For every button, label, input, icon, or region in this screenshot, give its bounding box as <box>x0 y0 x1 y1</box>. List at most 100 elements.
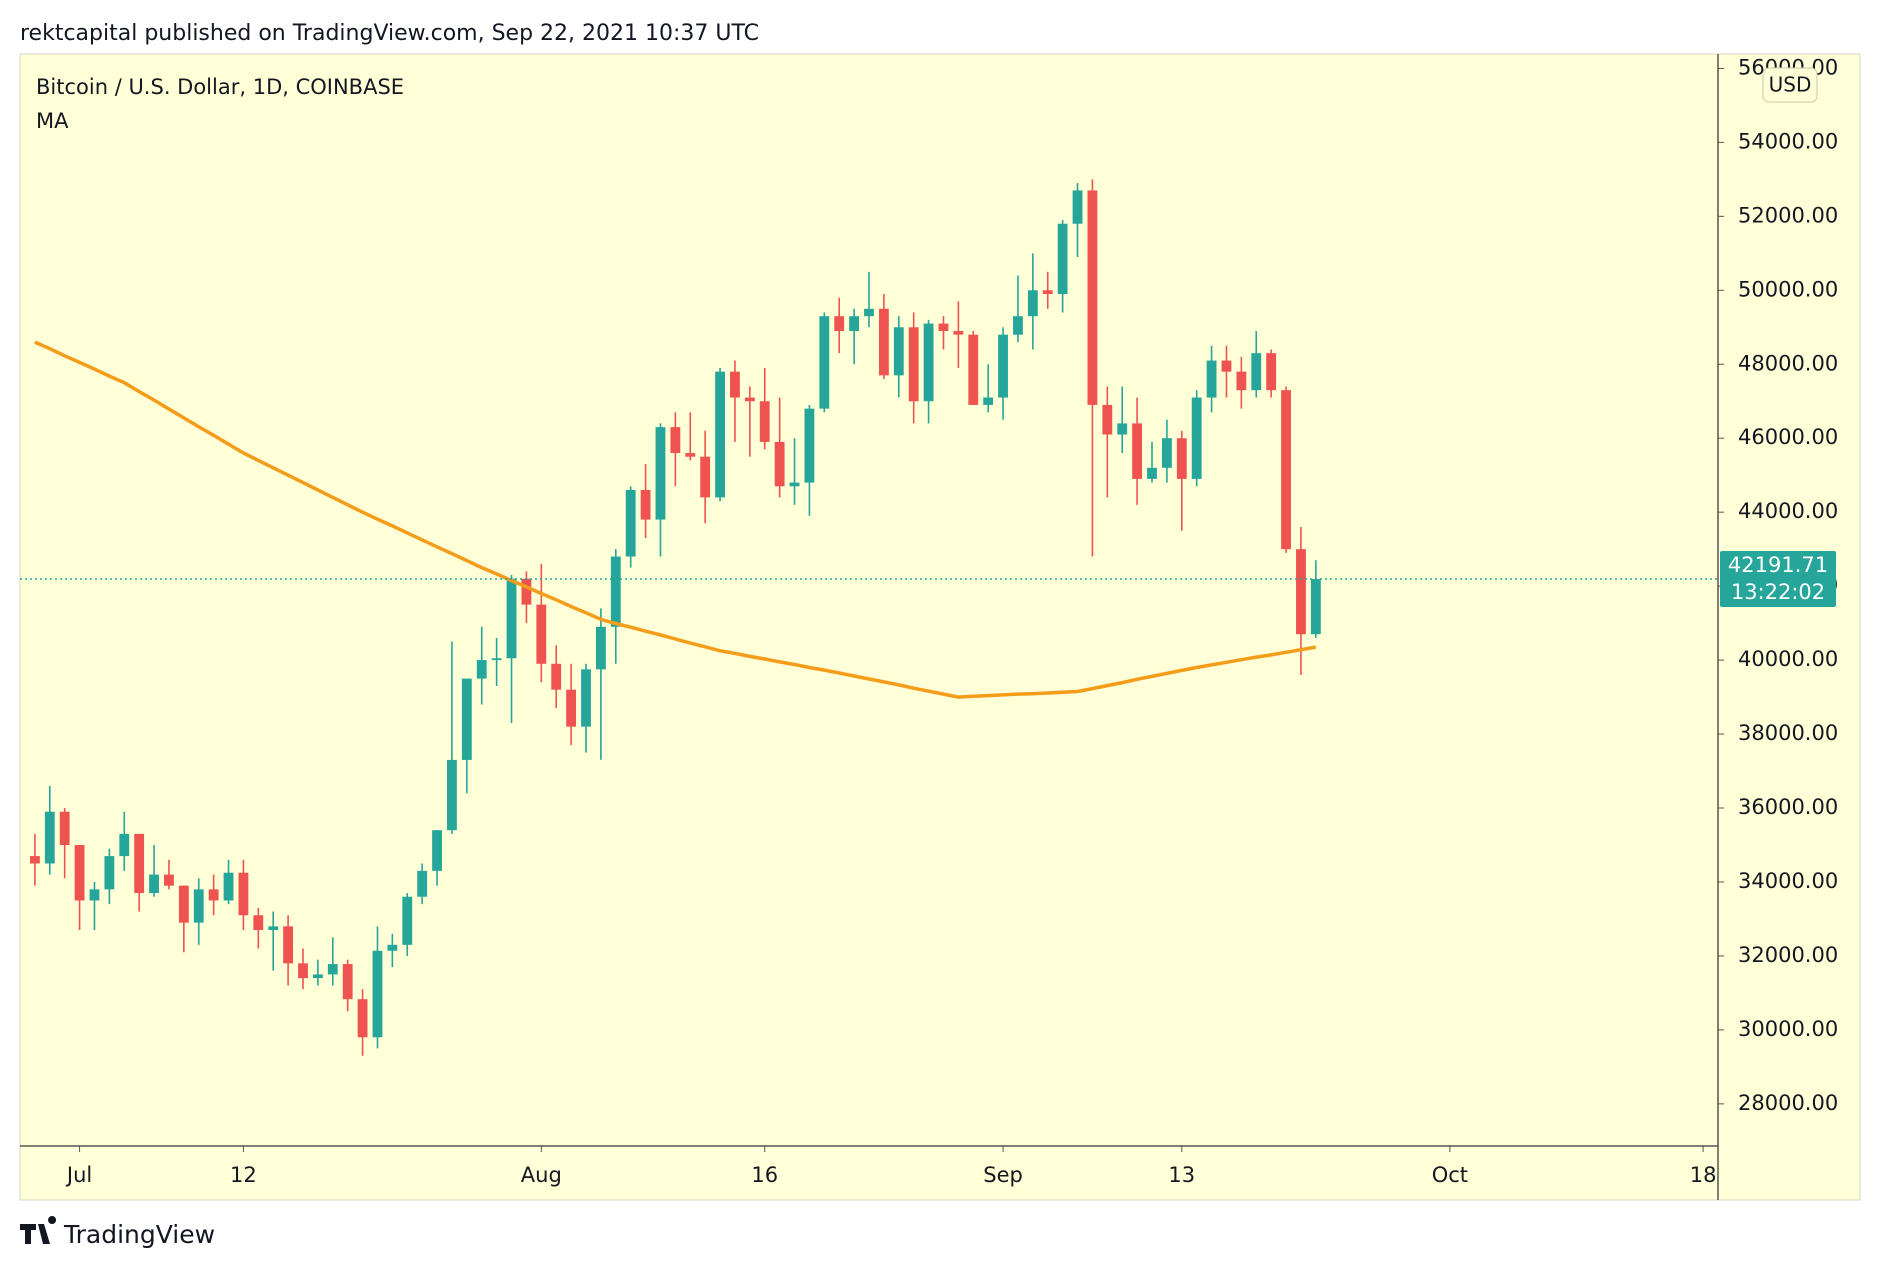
candle-body <box>893 327 904 376</box>
candle-body <box>268 926 279 931</box>
candle-body <box>670 427 681 454</box>
candle-body <box>923 323 934 402</box>
candle-body <box>89 889 100 901</box>
candle-body <box>819 316 830 409</box>
candle-body <box>1087 190 1098 405</box>
candle-body <box>908 327 919 402</box>
candle-body <box>29 856 40 864</box>
candle-body <box>44 811 55 864</box>
candle-body <box>223 872 234 901</box>
last-price-tag <box>1720 551 1836 608</box>
footer: TradingView <box>63 1220 215 1249</box>
y-tick-label: 48000.00 <box>1738 351 1838 375</box>
candle-body <box>1236 371 1247 391</box>
x-tick-label: 12 <box>230 1163 257 1187</box>
y-tick-label: 50000.00 <box>1738 277 1838 301</box>
y-tick-label: 46000.00 <box>1738 425 1838 449</box>
candle-body <box>536 604 547 664</box>
x-tick-label: Oct <box>1432 1163 1468 1187</box>
candle-body <box>566 689 577 727</box>
candle-body <box>447 759 457 831</box>
candle-body <box>521 578 532 605</box>
y-tick-label: 44000.00 <box>1738 499 1838 523</box>
candle-body <box>417 870 428 897</box>
candle-body <box>1191 397 1202 479</box>
candle-body <box>1102 404 1113 435</box>
candle-body <box>938 323 949 331</box>
y-tick-label: 38000.00 <box>1738 721 1838 745</box>
y-tick-label: 30000.00 <box>1738 1017 1838 1041</box>
candle-body <box>625 489 636 557</box>
y-tick-label: 40000.00 <box>1738 647 1838 671</box>
plot-area <box>29 179 1321 1056</box>
x-tick-label: 16 <box>751 1163 778 1187</box>
candle-body <box>1117 423 1128 435</box>
candle-body <box>387 944 398 951</box>
candle-body <box>1147 467 1157 479</box>
candle-body <box>327 964 338 975</box>
candle-body <box>1132 423 1143 479</box>
candle-body <box>1206 360 1217 398</box>
candle-body <box>491 658 502 661</box>
candle-body <box>700 456 711 498</box>
indicator-label: MA <box>36 109 69 133</box>
candle-body <box>655 427 666 520</box>
candle-body <box>59 811 70 845</box>
candle-body <box>104 856 115 890</box>
countdown-label: 13:22:02 <box>1731 580 1825 604</box>
candle-body <box>1161 438 1172 468</box>
candle-body <box>685 453 696 457</box>
y-tick-label: 36000.00 <box>1738 795 1838 819</box>
candle-body <box>878 308 889 376</box>
candle-body <box>1296 549 1306 635</box>
candle-body <box>342 964 353 1000</box>
candle-body <box>789 482 800 487</box>
candle-body <box>1057 223 1068 294</box>
y-tick-label: 54000.00 <box>1738 129 1838 153</box>
y-tick-label: 34000.00 <box>1738 869 1838 893</box>
candle-body <box>610 556 621 627</box>
chart-panel <box>19 53 1861 1201</box>
candle-body <box>864 308 874 317</box>
candle-body <box>730 371 740 398</box>
candle-body <box>74 844 85 901</box>
candle-body <box>551 663 562 690</box>
last-price-label: 42191.71 <box>1728 553 1828 577</box>
candle-body <box>1221 360 1232 372</box>
candle-body <box>193 889 204 923</box>
candle-body <box>506 578 517 659</box>
x-tick-label: Aug <box>521 1163 562 1187</box>
candle-body <box>759 401 770 442</box>
y-tick-label: 52000.00 <box>1738 203 1838 227</box>
currency-box <box>1762 67 1818 103</box>
y-tick-label: 32000.00 <box>1738 943 1838 967</box>
candle-body <box>595 626 606 670</box>
candle-body <box>461 678 472 760</box>
candle-body <box>640 489 651 520</box>
candle-body <box>476 660 487 679</box>
candle-body <box>1251 353 1262 391</box>
x-tick-label: Jul <box>65 1163 92 1187</box>
x-tick-label: 13 <box>1168 1163 1195 1187</box>
candle-body <box>372 950 383 1038</box>
candle-body <box>432 830 442 871</box>
candle-body <box>178 885 189 923</box>
candle-body <box>998 334 1008 398</box>
logo-icon <box>20 1216 57 1244</box>
candle-body <box>581 669 591 727</box>
candle-body <box>164 874 174 886</box>
candle-body <box>357 999 368 1038</box>
candle-body <box>1281 390 1291 550</box>
candle-body <box>1266 353 1277 391</box>
candle-body <box>1072 190 1083 224</box>
candle-body <box>134 833 145 894</box>
candle-body <box>744 397 755 402</box>
candle-body <box>968 334 979 405</box>
candle-body <box>983 397 994 405</box>
chart-title: Bitcoin / U.S. Dollar, 1D, COINBASE <box>36 75 404 99</box>
moving-average <box>34 340 1317 699</box>
currency-label: USD <box>1769 73 1812 97</box>
candle-body <box>1027 290 1038 317</box>
candle-body <box>283 926 294 964</box>
